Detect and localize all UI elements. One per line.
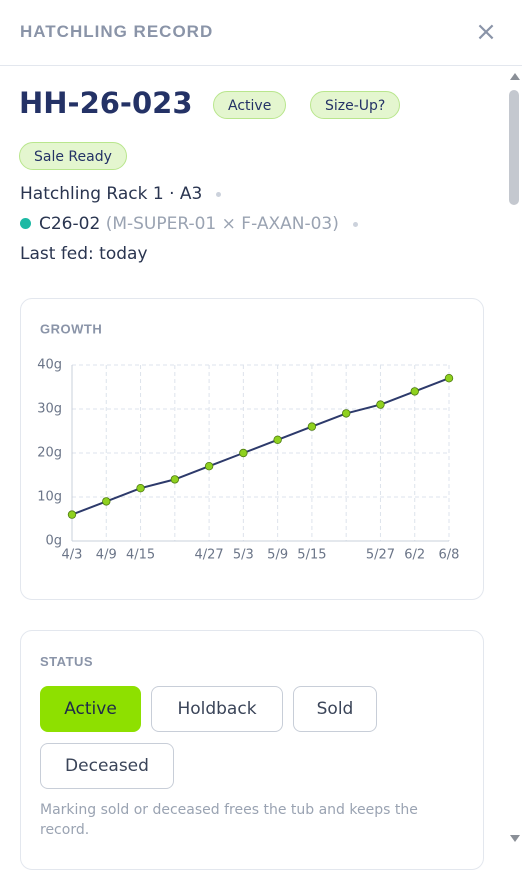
- last-fed: Last fed: today: [20, 244, 148, 264]
- y-tick-label: 40g: [37, 358, 62, 373]
- data-point: [102, 497, 111, 506]
- x-tick-label: 5/9: [267, 548, 288, 563]
- x-tick-label: 5/3: [233, 548, 254, 563]
- y-tick-label: 20g: [37, 446, 62, 461]
- x-tick-label: 5/27: [366, 548, 395, 563]
- data-point: [307, 422, 317, 431]
- growth-line: [71, 377, 450, 516]
- badge: Size-Up?: [310, 91, 401, 119]
- clutch[interactable]: C26-02: [39, 214, 101, 234]
- data-point: [136, 483, 145, 493]
- badge: Active: [213, 91, 287, 119]
- chart-title: GROWTH: [40, 321, 102, 336]
- separator-dot: [352, 221, 358, 227]
- status-button[interactable]: Active: [40, 686, 141, 732]
- data-point: [410, 387, 419, 396]
- growth-chart: GROWTH 0g 10g 20g 30g 40g 4/3 4/9 4/15 4/27 5/3 5/…: [37, 321, 460, 563]
- status-button[interactable]: Sold: [293, 686, 377, 732]
- status-button[interactable]: Holdback: [151, 686, 283, 732]
- data-point: [170, 475, 180, 484]
- y-tick-label: 10g: [37, 490, 62, 505]
- page: HATCHLING RECORD × HH-26-023 Active Size…: [0, 17, 522, 870]
- close-button[interactable]: ×: [475, 17, 497, 47]
- panel-title: HATCHLING RECORD: [20, 22, 214, 41]
- status-note: Marking sold or deceased frees the tub a…: [40, 802, 418, 838]
- location-row: Hatchling Rack 1 · A3: [20, 184, 222, 204]
- parents: (M-SUPER-01 × F-AXAN-03): [105, 214, 339, 234]
- scroll-up[interactable]: [508, 70, 522, 82]
- divider: [0, 65, 522, 66]
- data-point: [341, 409, 351, 418]
- x-tick-label: 5/15: [297, 548, 326, 563]
- x-tick-label: 6/8: [439, 548, 460, 563]
- data-point: [444, 373, 454, 383]
- data-point: [273, 435, 282, 444]
- data-point: [376, 400, 385, 409]
- data-point: [204, 461, 214, 471]
- status-button[interactable]: Deceased: [40, 743, 174, 789]
- x-tick-label: 4/3: [62, 548, 83, 563]
- x-tick-label: 6/2: [404, 548, 425, 563]
- x-tick-label: 4/15: [126, 548, 155, 563]
- y-tick-label: 30g: [37, 402, 62, 417]
- y-tick-label: 0g: [45, 534, 62, 549]
- lineage-row: C26-02 (M-SUPER-01 × F-AXAN-03): [20, 214, 358, 234]
- scrollbar-thumb[interactable]: [509, 90, 519, 205]
- scroll-down[interactable]: [508, 833, 522, 845]
- separator-dot: [216, 191, 222, 197]
- x-tick-label: 4/9: [96, 548, 117, 563]
- growth-card: [20, 298, 484, 600]
- badge: Sale Ready: [19, 142, 127, 170]
- location: Hatchling Rack 1 · A3: [20, 184, 203, 204]
- record-id: HH-26-023: [19, 86, 193, 120]
- data-point: [67, 510, 77, 519]
- x-tick-label: 4/27: [194, 548, 223, 563]
- clutch-dot: [20, 218, 31, 229]
- section-label: STATUS: [40, 654, 94, 669]
- data-point: [239, 448, 248, 458]
